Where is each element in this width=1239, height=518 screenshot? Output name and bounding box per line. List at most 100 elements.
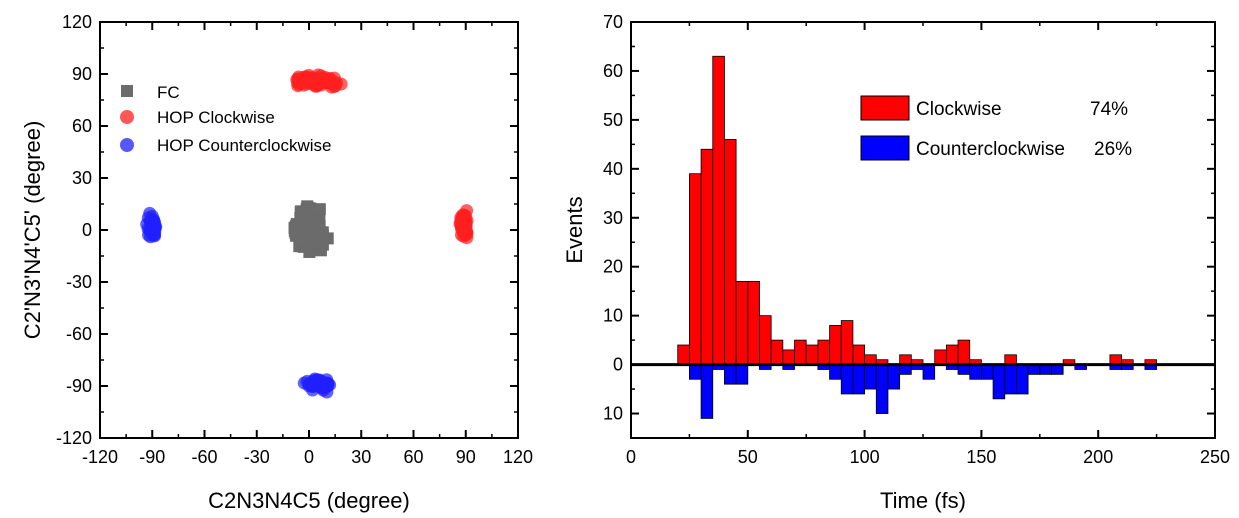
scatter-x-tick-label: 0 <box>304 447 314 467</box>
bar-series-counterclockwise <box>689 364 1158 419</box>
scatter-point <box>312 223 325 236</box>
bar-series-clockwise <box>677 55 1158 365</box>
bar-clockwise <box>724 139 737 365</box>
bar-counterclockwise <box>700 364 714 419</box>
legend-label-clockwise: Clockwise <box>916 99 1002 120</box>
scatter-point <box>312 236 325 249</box>
scatter-point <box>323 378 337 392</box>
bar-counterclockwise <box>887 364 901 390</box>
legend-marker-fc <box>121 85 133 97</box>
bar-counterclockwise <box>840 364 854 395</box>
scatter-point <box>145 216 159 230</box>
scatter-point <box>315 72 329 86</box>
histogram-x-tick-label: 250 <box>1200 447 1230 467</box>
bar-clockwise <box>747 280 760 365</box>
histogram-x-tick-label: 0 <box>626 447 636 467</box>
histogram-y-tick-label: 60 <box>603 61 623 81</box>
histogram-x-tick-label: 100 <box>850 447 880 467</box>
bar-counterclockwise <box>969 364 982 380</box>
histogram-x-axis-label: Time (fs) <box>880 488 966 513</box>
scatter-point <box>300 222 313 235</box>
histogram-y-tick-label: 30 <box>603 208 623 228</box>
bar-counterclockwise <box>852 364 865 395</box>
scatter-y-tick-label: -60 <box>66 324 92 344</box>
bar-clockwise <box>712 55 725 365</box>
bar-clockwise <box>782 349 795 365</box>
scatter-ticks: -120 -90 -60 -30 0 30 60 90 120 120 90 60 30 0 -30 -60 -… <box>56 12 533 467</box>
bar-clockwise <box>934 349 947 365</box>
scatter-point <box>291 72 305 86</box>
scatter-x-tick-label: -90 <box>139 447 165 467</box>
histogram-bars <box>677 55 1158 419</box>
scatter-x-tick-label: 90 <box>456 447 476 467</box>
bar-clockwise <box>677 344 690 365</box>
scatter-points <box>140 68 474 399</box>
bar-counterclockwise <box>1004 364 1017 395</box>
legend-label-hop-clockwise: HOP Clockwise <box>157 108 275 127</box>
histogram-y-axis-label: Events <box>562 196 587 263</box>
bar-counterclockwise <box>992 364 1006 400</box>
bar-counterclockwise <box>864 364 877 390</box>
bar-counterclockwise <box>875 364 889 414</box>
bar-clockwise <box>945 344 959 365</box>
histogram-y-tick-label: 50 <box>603 110 623 130</box>
legend-marker-hop-counterclockwise <box>120 138 134 152</box>
scatter-series-hop-counterclockwise <box>140 206 337 399</box>
scatter-y-tick-label: 120 <box>62 12 92 32</box>
scatter-y-tick-label: 90 <box>72 64 92 84</box>
scatter-point <box>299 208 312 221</box>
histogram-y-tick-label: 70 <box>603 12 623 32</box>
histogram-y-tick-label: 10 <box>603 306 623 326</box>
scatter-y-tick-label: 0 <box>82 220 92 240</box>
legend-percent-counterclockwise: 26% <box>1094 139 1132 160</box>
bar-clockwise <box>770 339 784 365</box>
bar-counterclockwise <box>735 364 749 385</box>
histogram-y-tick-label: 40 <box>603 159 623 179</box>
bar-counterclockwise <box>829 364 842 380</box>
bar-counterclockwise <box>1016 364 1029 395</box>
scatter-x-tick-label: 60 <box>403 447 423 467</box>
scatter-legend: FC HOP Clockwise HOP Counterclockwise <box>120 83 331 155</box>
scatter-x-tick-label: -60 <box>191 447 217 467</box>
scatter-x-tick-label: 30 <box>351 447 371 467</box>
scatter-point <box>458 209 472 223</box>
bar-clockwise <box>829 325 842 365</box>
bar-counterclockwise <box>689 364 702 380</box>
bar-clockwise <box>689 173 702 365</box>
bar-clockwise <box>852 344 865 365</box>
bar-clockwise <box>759 315 772 365</box>
scatter-series-hop-clockwise <box>290 68 474 245</box>
bar-clockwise <box>735 280 749 365</box>
bar-counterclockwise <box>981 364 994 380</box>
histogram-y-tick-label: 20 <box>603 257 623 277</box>
scatter-y-axis-label: C2'N3'N4'C5' (degree) <box>20 121 45 340</box>
scatter-x-tick-label: -120 <box>82 447 118 467</box>
scatter-series-fc <box>288 200 334 258</box>
bar-clockwise <box>840 320 854 365</box>
legend-percent-clockwise: 74% <box>1090 99 1128 120</box>
scatter-y-tick-label: -120 <box>56 428 92 448</box>
scatter-x-tick-label: 120 <box>503 447 533 467</box>
scatter-point <box>456 224 470 238</box>
histogram-y-tick-label: 0 <box>613 355 623 375</box>
histogram-y-tick-label: 10 <box>603 404 623 424</box>
scatter-x-tick-label: -30 <box>244 447 270 467</box>
legend-label-hop-counterclockwise: HOP Counterclockwise <box>157 136 331 155</box>
scatter-y-tick-label: 30 <box>72 168 92 188</box>
scatter-y-tick-label: -90 <box>66 376 92 396</box>
scatter-x-axis-label: C2N3N4C5 (degree) <box>208 488 410 513</box>
bar-counterclockwise <box>724 364 737 385</box>
bar-clockwise <box>700 148 714 365</box>
legend-label-counterclockwise: Counterclockwise <box>916 139 1065 160</box>
legend-marker-hop-clockwise <box>120 110 134 124</box>
histogram-x-tick-label: 150 <box>966 447 996 467</box>
bar-clockwise <box>805 344 819 365</box>
scatter-y-tick-label: -30 <box>66 272 92 292</box>
bar-clockwise <box>817 339 830 365</box>
scatter-plot: -120 -90 -60 -30 0 30 60 90 120 120 90 60 30 0 -30 -60 -… <box>20 12 533 513</box>
histogram-x-tick-label: 200 <box>1083 447 1113 467</box>
bar-counterclockwise <box>922 364 936 380</box>
histogram-legend: Clockwise 74% Counterclockwise 26% <box>860 95 1132 161</box>
